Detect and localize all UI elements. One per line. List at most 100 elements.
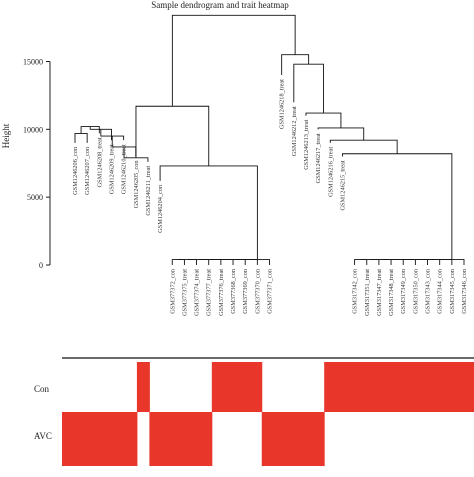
leaf-label: GSM377369_con: [242, 268, 249, 314]
heatmap-cell-con: [399, 362, 413, 412]
dendrogram-branch: [293, 63, 324, 114]
leaf-label: GSM1246209_treat: [108, 144, 115, 194]
leaf-label: GSM317345_con: [449, 268, 456, 314]
leaf-label: GSM1246204_con: [157, 184, 164, 233]
dendrogram-branch: [369, 259, 392, 265]
trait-label-avc: AVC: [34, 431, 52, 441]
leaf-label: GSM377377_treat: [206, 269, 213, 316]
leaf-label: GSM1246215_treat: [339, 160, 346, 210]
dendrogram-branch: [100, 129, 125, 141]
trait-heatmap: [62, 362, 474, 466]
figure-title: Sample dendrogram and trait heatmap: [151, 0, 289, 10]
dendrogram-branch: [380, 259, 404, 265]
heatmap-cell-con: [436, 362, 450, 412]
leaf-label: GSM377371_con: [267, 268, 274, 314]
leaf-label: GSM377372_con: [169, 268, 176, 314]
leaf-label: GSM317351_treat: [364, 269, 371, 316]
dendrogram-branch: [360, 259, 380, 265]
heatmap-cell-con: [386, 362, 400, 412]
leaf-label: GSM1246213_treat: [303, 120, 310, 170]
heatmap-cell-avc: [174, 412, 188, 466]
dendrogram-branch: [89, 126, 112, 141]
heatmap-cell-con: [249, 362, 263, 412]
leaf-label: GSM1246211_treat: [145, 166, 152, 216]
leaf-label: GSM1246206_con: [72, 146, 79, 195]
leaf-label: GSM1246205_con: [133, 160, 140, 209]
dendrogram-branch: [245, 259, 270, 265]
heatmap-cell-avc: [149, 412, 163, 466]
dendrogram-branch: [281, 54, 310, 76]
leaf-label: GSM377368_con: [230, 268, 237, 314]
trait-label-con: Con: [34, 384, 50, 394]
leaf-label: GSM377376_treat: [218, 269, 225, 316]
heatmap-cell-con: [361, 362, 375, 412]
leaf-label: GSM1246217_treat: [315, 133, 322, 183]
dendrogram-branch: [341, 153, 453, 260]
heatmap-cell-avc: [62, 412, 75, 466]
y-tick-label: 0: [39, 261, 43, 270]
dendrogram-branch: [354, 259, 368, 265]
heatmap-cell-con: [236, 362, 250, 412]
heatmap-cell-avc: [161, 412, 175, 466]
leaf-label: GSM1246212_treat: [291, 106, 298, 156]
heatmap-cell-con: [349, 362, 363, 412]
dendrogram-branch: [317, 127, 365, 141]
leaf-label: GSM1246207_con: [84, 146, 91, 195]
y-tick-label: 15000: [23, 57, 43, 66]
dendrogram: [74, 14, 465, 265]
leaf-label: GSM377375_treat: [181, 269, 188, 316]
heatmap-cell-avc: [299, 412, 313, 466]
dendrogram-branch: [329, 139, 398, 154]
dendrogram-branch: [439, 259, 465, 265]
dendrogram-branch: [135, 105, 210, 166]
heatmap-cell-avc: [311, 412, 325, 466]
dendrogram-branch: [178, 259, 198, 265]
y-axis: 0 5000 10000 15000: [23, 57, 51, 270]
y-tick-label: 5000: [27, 193, 43, 202]
heatmap-cell-con: [449, 362, 463, 412]
dendrogram-branch: [74, 132, 88, 143]
heatmap-cell-avc: [99, 412, 113, 466]
heatmap-cell-con: [211, 362, 225, 412]
leaf-label: GSM317343_con: [425, 268, 432, 314]
leaf-label: GSM317349_con: [400, 268, 407, 314]
leaf-label: GSM317348_treat: [388, 269, 395, 316]
heatmap-cell-avc: [186, 412, 200, 466]
heatmap-cell-con: [411, 362, 425, 412]
y-tick-label: 10000: [23, 125, 43, 134]
heatmap-cell-avc: [274, 412, 288, 466]
heatmap-cell-avc: [86, 412, 100, 466]
dendrogram-branch: [198, 259, 222, 265]
heatmap-cell-con: [336, 362, 350, 412]
leaf-label: GSM317347_treat: [376, 269, 383, 316]
heatmap-cell-con: [324, 362, 338, 412]
heatmap-cell-con: [374, 362, 388, 412]
heatmap-cell-avc: [74, 412, 88, 466]
leaf-label: GSM1246216_treat: [327, 147, 334, 197]
dendrogram-branch: [187, 259, 210, 265]
y-axis-label: Height: [1, 123, 11, 148]
leaf-label: GSM317346_con: [461, 268, 468, 314]
dendrogram-branch: [305, 112, 342, 128]
heatmap-cell-con: [461, 362, 474, 412]
heatmap-cell-avc: [124, 412, 138, 466]
leaf-label: GSM1246218_treat: [279, 79, 286, 129]
heatmap-cell-con: [224, 362, 238, 412]
heatmap-cell-avc: [261, 412, 275, 466]
leaf-label: GSM1246210_treat: [121, 144, 128, 194]
heatmap-cell-avc: [111, 412, 125, 466]
dendrogram-branch: [171, 14, 296, 107]
leaf-label: GSM317344_con: [437, 268, 444, 314]
leaf-label: GSM377374_treat: [194, 269, 201, 316]
leaf-label: GSM317342_con: [352, 268, 359, 314]
heatmap-cell-con: [136, 362, 150, 412]
dendrogram-branch: [171, 259, 185, 265]
leaf-label: GSM317350_con: [412, 268, 419, 314]
heatmap-cell-avc: [286, 412, 300, 466]
dendrogram-branch: [159, 165, 258, 260]
heatmap-cell-con: [424, 362, 438, 412]
leaf-label: GSM377370_con: [254, 268, 261, 314]
heatmap-cell-avc: [199, 412, 213, 466]
leaf-labels: GSM1246206_con GSM1246207_con GSM1246208_t…: [72, 79, 468, 316]
